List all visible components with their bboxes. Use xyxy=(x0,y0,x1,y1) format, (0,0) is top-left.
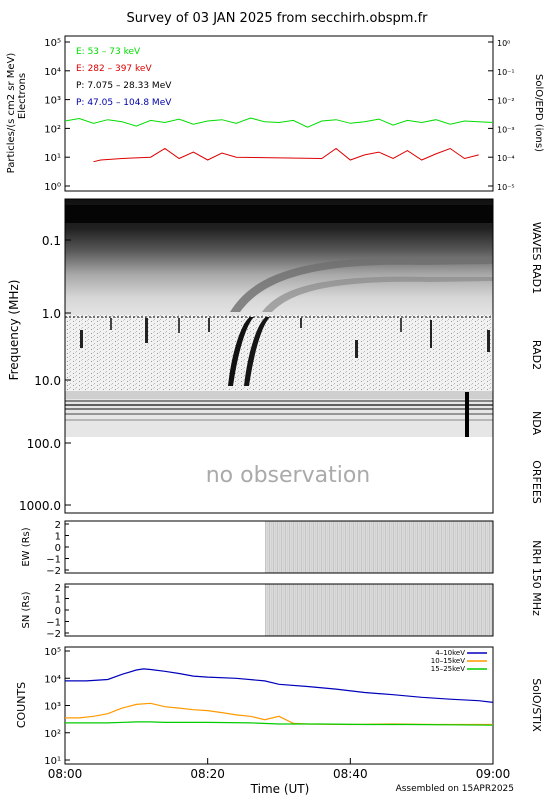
radio-ylabel: Frequency (MHz) xyxy=(7,280,21,381)
epd-right-tick-label: 10⁻³ xyxy=(497,125,515,134)
epd-ylabel-left: Particles/(s cm2 sr MeV) xyxy=(6,53,17,174)
x-axis-label: Time (UT) xyxy=(250,782,310,796)
epd-ylabel-left2: Electrons xyxy=(17,73,28,119)
epd-right-ticks: 10⁻⁵ 10⁻⁴ 10⁻³ 10⁻² 10⁻¹ 10⁰ xyxy=(488,39,515,192)
stix-series-line xyxy=(65,702,493,726)
nrh-ew-tick-label: 0 xyxy=(55,543,61,554)
epd-legend-p-low: P: 7.075 – 28.33 MeV xyxy=(76,81,172,91)
stix-lines xyxy=(65,668,494,726)
nrh-label: NRH 150 MHz xyxy=(530,540,543,616)
stix-panel: 10¹ 10² 10³ 10⁴ 10⁵ 4–10keV 10–15keV 15–25ke… xyxy=(15,646,543,767)
figure-title: Survey of 03 JAN 2025 from secchirh.obsp… xyxy=(127,11,429,26)
radio-panel: 0.1 1.0 10.0 100.0 1000.0 no observation Fre… xyxy=(7,198,543,514)
nrh-ew-ticks: 210−1−2 xyxy=(46,520,69,577)
epd-legend-e-low: E: 53 – 73 keV xyxy=(76,47,141,57)
radio-ticks: 0.1 1.0 10.0 100.0 1000.0 xyxy=(19,234,71,513)
radio-tick-label: 100.0 xyxy=(27,437,61,451)
stix-series-line xyxy=(65,721,494,726)
stix-tick-label: 10⁴ xyxy=(44,674,61,685)
epd-left-tick-label: 10⁵ xyxy=(44,38,61,49)
no-observation-label: no observation xyxy=(206,463,371,488)
epd-legend-e-high: E: 282 – 397 keV xyxy=(76,64,152,74)
nrh-ew-tick-label: −1 xyxy=(46,555,61,566)
nrh-sn-tick-label: 1 xyxy=(55,595,61,606)
radio-label-nda: NDA xyxy=(530,411,543,436)
radio-tick-label: 0.1 xyxy=(42,234,61,248)
x-tick-label: 08:20 xyxy=(190,767,225,781)
epd-legend-p-high: P: 47.05 – 104.8 MeV xyxy=(76,98,172,108)
radio-tick-label: 1000.0 xyxy=(19,499,61,513)
nrh-sn-tick-label: 2 xyxy=(55,583,61,594)
assembled-note: Assembled on 15APR2025 xyxy=(396,784,514,794)
x-tick-label: 08:00 xyxy=(48,767,83,781)
radio-label-orfees: ORFEES xyxy=(530,460,543,504)
nrh-sn-ticks: 210−1−2 xyxy=(46,583,69,640)
stix-legend-high: 15–25keV xyxy=(431,665,465,673)
epd-left-tick-label: 10³ xyxy=(44,96,61,107)
x-tick-label: 08:40 xyxy=(333,767,368,781)
stix-tick-label: 10¹ xyxy=(44,756,61,767)
nrh-sn-panel: 210−1−2 SN (Rs) xyxy=(21,583,494,640)
rad2-spectrogram xyxy=(65,315,493,391)
epd-lines xyxy=(64,117,494,163)
stix-ticks: 10¹ 10² 10³ 10⁴ 10⁵ xyxy=(44,647,70,767)
nrh-ew-tick-label: 1 xyxy=(55,532,61,543)
epd-series-line xyxy=(64,117,494,128)
epd-left-tick-label: 10⁰ xyxy=(44,182,61,193)
stix-tick-label: 10⁵ xyxy=(44,647,61,658)
nrh-ew-tick-label: 2 xyxy=(55,520,61,531)
nrh-sn-image xyxy=(265,584,493,636)
epd-left-tick-label: 10¹ xyxy=(44,153,61,164)
nrh-sn-ylabel: SN (Rs) xyxy=(21,591,32,628)
radio-tick-label: 10.0 xyxy=(34,374,61,388)
x-tick-label: 09:00 xyxy=(476,767,511,781)
epd-series-line xyxy=(93,147,479,163)
epd-right-tick-label: 10⁻² xyxy=(497,97,515,106)
stix-legend-low: 4–10keV xyxy=(435,649,465,657)
epd-left-tick-label: 10⁴ xyxy=(44,67,61,78)
rad1-features xyxy=(65,205,493,312)
nrh-ew-tick-label: −2 xyxy=(46,566,61,577)
nda-features xyxy=(65,391,493,437)
rad2-features xyxy=(65,316,493,386)
nrh-sn-tick-label: −2 xyxy=(46,629,61,640)
stix-ylabel: COUNTS xyxy=(15,682,28,728)
epd-right-tick-label: 10⁻⁴ xyxy=(497,154,515,163)
nrh-ew-ylabel: EW (Rs) xyxy=(21,527,32,566)
epd-left-tick-label: 10² xyxy=(44,124,61,135)
stix-tick-label: 10² xyxy=(44,729,61,740)
epd-left-ticks: 10⁰ 10¹ 10² 10³ 10⁴ 10⁵ xyxy=(44,38,70,193)
radio-label-waves: WAVES RAD1 xyxy=(530,222,543,294)
stix-legend-mid: 10–15keV xyxy=(431,657,465,665)
stix-tick-label: 10³ xyxy=(44,702,61,713)
epd-right-tick-label: 10⁰ xyxy=(497,39,510,48)
epd-right-tick-label: 10⁻¹ xyxy=(497,68,515,77)
radio-label-rad2: RAD2 xyxy=(530,340,543,370)
x-axis-ticks: 08:00 08:20 08:40 09:00 xyxy=(48,758,511,781)
epd-ylabel-right: SolO/EPD (ions) xyxy=(533,74,544,152)
radio-tick-label: 1.0 xyxy=(42,307,61,321)
nrh-sn-tick-label: 0 xyxy=(55,606,61,617)
nrh-ew-image xyxy=(265,521,493,573)
stix-series-line xyxy=(65,668,494,703)
epd-right-tick-label: 10⁻⁵ xyxy=(497,183,515,192)
nrh-sn-tick-label: −1 xyxy=(46,618,61,629)
nrh-ew-panel: 210−1−2 EW (Rs) xyxy=(21,520,494,577)
stix-ylabel-right: SolO/STIX xyxy=(530,678,543,732)
